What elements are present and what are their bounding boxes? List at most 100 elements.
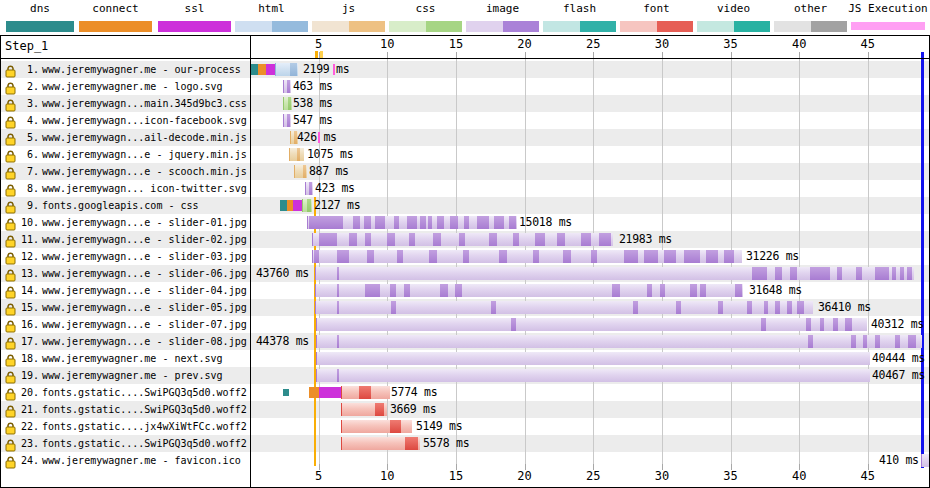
- legend-swatch-light: [389, 21, 426, 32]
- request-list-item[interactable]: 13.www.jeremywagn...e - slider-06.jpg: [1, 265, 250, 282]
- request-bar-font[interactable]: [341, 386, 390, 399]
- request-list-item[interactable]: 18.www.jeremywagner.me - next.svg: [1, 350, 250, 367]
- request-url: fonts.gstatic....SwiPGQ3q5d0.woff2: [42, 384, 247, 401]
- request-list-item[interactable]: 9.fonts.googleapis.com - css: [1, 197, 250, 214]
- bar-chunk: [477, 216, 489, 229]
- bar-chunk: [764, 301, 768, 314]
- request-list-item[interactable]: 14.www.jeremywagn...e - slider-04.jpg: [1, 282, 250, 299]
- request-number: 8.: [9, 180, 39, 197]
- request-list-item[interactable]: 17.www.jeremywagn...e - slider-08.jpg: [1, 333, 250, 350]
- bar-chunk: [706, 250, 718, 263]
- request-bar-image[interactable]: [315, 301, 813, 314]
- request-list-item[interactable]: 6.www.jeremywagn...e - jquery.min.js: [1, 146, 250, 163]
- bar-chunk: [409, 233, 415, 246]
- request-list-item[interactable]: 7.www.jeremywagn...e - scooch.min.js: [1, 163, 250, 180]
- bar-chunk: [806, 318, 811, 331]
- request-list-item[interactable]: 1.www.jeremywagner.me - our-process: [1, 61, 250, 78]
- waterfall-table: Step_1 551010151520202525303035354040454…: [0, 35, 930, 488]
- request-list-item[interactable]: 5.www.jeremywagn...ail-decode.min.js: [1, 129, 250, 146]
- request-bar-js[interactable]: [294, 165, 307, 178]
- request-bar-image[interactable]: [315, 267, 914, 280]
- bar-chunk: [309, 182, 312, 195]
- bar-chunk: [365, 233, 371, 246]
- request-url: fonts.gstatic....SwiPGQ3q5d0.woff2: [42, 435, 247, 452]
- request-url: www.jeremywagn...e - slider-03.jpg: [42, 248, 247, 265]
- axis-label-top-15s: 15: [449, 37, 463, 51]
- request-bar-css[interactable]: [283, 97, 292, 110]
- bar-chunk: [863, 335, 867, 348]
- doc-complete-line: [921, 52, 924, 468]
- request-bar-js[interactable]: [289, 148, 304, 161]
- bar-chunk: [735, 284, 742, 297]
- axis-label-bottom-20s: 20: [517, 469, 531, 483]
- request-list-item[interactable]: 12.www.jeremywagn...e - slider-03.jpg: [1, 248, 250, 265]
- request-bar-image[interactable]: [316, 369, 870, 382]
- axis-label-top-30s: 30: [655, 37, 669, 51]
- request-bar-image[interactable]: [316, 318, 867, 331]
- bar-chunk: [288, 97, 291, 110]
- request-list-item[interactable]: 3.www.jeremywagn...main.345d9bc3.css: [1, 95, 250, 112]
- request-list-item[interactable]: 20.fonts.gstatic....SwiPGQ3q5d0.woff2: [1, 384, 250, 401]
- request-bar-image[interactable]: [283, 114, 291, 127]
- request-number: 7.: [9, 163, 39, 180]
- request-url: www.jeremywagn...main.345d9bc3.css: [42, 95, 247, 112]
- bar-chunk: [397, 250, 403, 263]
- request-list-item[interactable]: 19.www.jeremywagner.me - prev.svg: [1, 367, 250, 384]
- legend-swatch-dark: [349, 21, 386, 32]
- header-divider: [1, 58, 929, 59]
- request-list-item[interactable]: 2.www.jeremywagner.me - logo.svg: [1, 78, 250, 95]
- legend-swatch-js: [312, 21, 385, 32]
- request-list-item[interactable]: 21.fonts.gstatic....SwiPGQ3q5d0.woff2: [1, 401, 250, 418]
- request-bar-image[interactable]: [312, 250, 742, 263]
- request-bar-font[interactable]: [341, 420, 412, 433]
- request-number: 21.: [9, 401, 39, 418]
- request-list-item[interactable]: 16.www.jeremywagn...e - slider-07.jpg: [1, 316, 250, 333]
- bar-chunk: [394, 216, 399, 229]
- legend-swatch-dark: [811, 21, 848, 32]
- request-bar-image[interactable]: [316, 335, 922, 348]
- request-list-item[interactable]: 11.www.jeremywagn...e - slider-02.jpg: [1, 231, 250, 248]
- bar-chunk: [428, 216, 432, 229]
- phase-connect: [309, 387, 319, 398]
- request-url: www.jeremywagn...e - scooch.min.js: [42, 163, 247, 180]
- bar-chunk: [429, 250, 437, 263]
- request-list-item[interactable]: 22.fonts.gstatic....jx4wXiWtFCc.woff2: [1, 418, 250, 435]
- request-url: www.jeremywagner.me - next.svg: [42, 350, 223, 367]
- bar-duration-label: 410 ms: [879, 452, 919, 469]
- request-list-item[interactable]: 24.www.jeremywagner.me - favicon.ico: [1, 452, 250, 469]
- bar-duration-label: 43760 ms: [256, 265, 309, 282]
- bar-chunk: [459, 233, 465, 246]
- legend-swatch-light: [466, 21, 503, 32]
- axis-label-top-25s: 25: [586, 37, 600, 51]
- request-bar-image[interactable]: [307, 216, 517, 229]
- bar-chunk: [407, 216, 417, 229]
- request-bar-image[interactable]: [315, 284, 743, 297]
- request-bar-font[interactable]: [341, 437, 420, 450]
- bar-chunk: [337, 335, 339, 348]
- request-bar-html[interactable]: [275, 63, 298, 76]
- bar-chunk: [420, 216, 426, 229]
- request-bar-image[interactable]: [921, 454, 930, 467]
- request-list-item[interactable]: 23.fonts.gstatic....SwiPGQ3q5d0.woff2: [1, 435, 250, 452]
- request-bar-image[interactable]: [305, 182, 313, 195]
- legend-swatch-dark: [272, 21, 309, 32]
- request-list-item[interactable]: 15.www.jeremywagn...e - slider-05.jpg: [1, 299, 250, 316]
- request-bar-image[interactable]: [283, 80, 291, 93]
- request-url: www.jeremywagn...e - slider-08.jpg: [42, 333, 247, 350]
- request-list-item[interactable]: 4.www.jeremywagn...icon-facebook.svg: [1, 112, 250, 129]
- request-url: www.jeremywagn...icon-facebook.svg: [42, 112, 247, 129]
- bar-chunk: [349, 233, 357, 246]
- request-bar-font[interactable]: [341, 403, 387, 416]
- bar-chunk: [633, 301, 638, 314]
- request-bar-css[interactable]: [302, 199, 312, 212]
- axis-label-bottom-5s: 5: [315, 469, 322, 483]
- request-list-item[interactable]: 10.www.jeremywagn...e - slider-01.jpg: [1, 214, 250, 231]
- bar-chunk: [724, 250, 734, 263]
- request-bar-image[interactable]: [316, 352, 870, 365]
- step-label: Step_1: [5, 39, 48, 53]
- legend-swatch-dark: [503, 21, 540, 32]
- request-url: fonts.googleapis.com - css: [42, 197, 199, 214]
- request-url: www.jeremywagn...e - slider-01.jpg: [42, 214, 247, 231]
- request-bar-image[interactable]: [312, 233, 613, 246]
- request-list-item[interactable]: 8.www.jeremywagn... icon-twitter.svg: [1, 180, 250, 197]
